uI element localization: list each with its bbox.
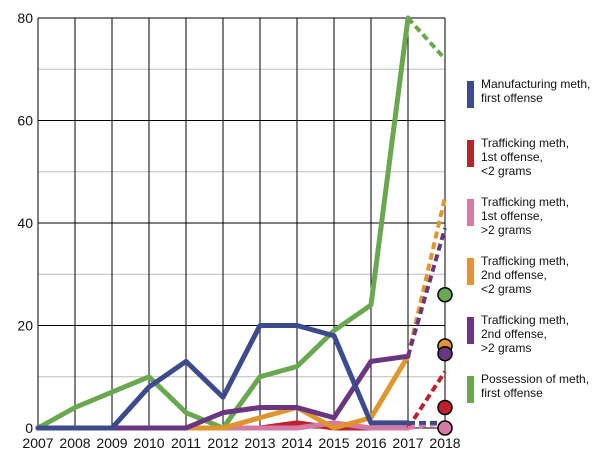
- y-tick-label: 60: [17, 113, 33, 129]
- x-tick-label: 2018: [429, 435, 460, 451]
- legend-label: Trafficking meth, 2nd offense, >2 grams: [481, 313, 570, 355]
- marker-2018: [437, 399, 453, 416]
- projection-lines: [406, 16, 447, 430]
- marker-2018: [437, 345, 453, 362]
- projection-line: [407, 420, 446, 430]
- year-2018-markers: [437, 287, 453, 436]
- x-tick-label: 2011: [171, 435, 201, 451]
- y-tick-label: 20: [17, 318, 33, 334]
- y-tick-label: 40: [17, 215, 33, 231]
- legend-item: Trafficking meth, 1st offense, <2 grams: [467, 134, 600, 193]
- legend-label: Trafficking meth, 1st offense, >2 grams: [481, 195, 570, 237]
- x-tick-label: 2014: [281, 435, 312, 451]
- legend-item: Possession of meth, first offense: [467, 370, 600, 429]
- series-lines: [35, 15, 411, 431]
- projection-line: [406, 370, 447, 430]
- legend-swatch: [467, 317, 474, 344]
- x-tick-label: 2010: [133, 435, 164, 451]
- series-line: [35, 323, 411, 431]
- marker-2018: [437, 287, 453, 303]
- x-tick-label: 2013: [244, 435, 275, 451]
- y-axis-tick-labels: 0 20 40 60 80: [17, 10, 33, 436]
- legend-label: Trafficking meth, 2nd offense, <2 grams: [481, 254, 570, 296]
- x-tick-label: 2012: [207, 435, 238, 451]
- legend-swatch: [467, 81, 474, 108]
- projection-line: [406, 16, 447, 61]
- x-tick-label: 2008: [59, 435, 90, 451]
- legend-label: Possession of meth, first offense: [481, 372, 590, 400]
- legend: Manufacturing meth, first offense Traffi…: [467, 75, 600, 429]
- y-tick-label: 80: [17, 10, 33, 26]
- legend-item: Manufacturing meth, first offense: [467, 75, 600, 134]
- y-tick-label: 0: [25, 420, 33, 436]
- legend-label: Trafficking meth, 1st offense, <2 grams: [481, 136, 570, 178]
- x-tick-label: 2016: [355, 435, 386, 451]
- x-tick-label: 2009: [96, 435, 127, 451]
- x-tick-label: 2017: [392, 435, 423, 451]
- marker-2018: [437, 420, 453, 436]
- legend-swatch: [467, 199, 474, 226]
- projection-line: [406, 227, 447, 357]
- legend-item: Trafficking meth, 2nd offense, >2 grams: [467, 311, 600, 370]
- x-tick-label: 2015: [318, 435, 349, 451]
- legend-item: Trafficking meth, 2nd offense, <2 grams: [467, 252, 600, 311]
- legend-swatch: [467, 376, 474, 403]
- legend-label: Manufacturing meth, first offense: [481, 77, 591, 105]
- x-tick-label: 2007: [22, 435, 53, 451]
- legend-swatch: [467, 258, 474, 285]
- legend-swatch: [467, 140, 474, 167]
- legend-item: Trafficking meth, 1st offense, >2 grams: [467, 193, 600, 252]
- x-axis-tick-labels: 2007 2008 2009 2010 2011 2012 2013 2014 2015 2016…: [22, 435, 460, 451]
